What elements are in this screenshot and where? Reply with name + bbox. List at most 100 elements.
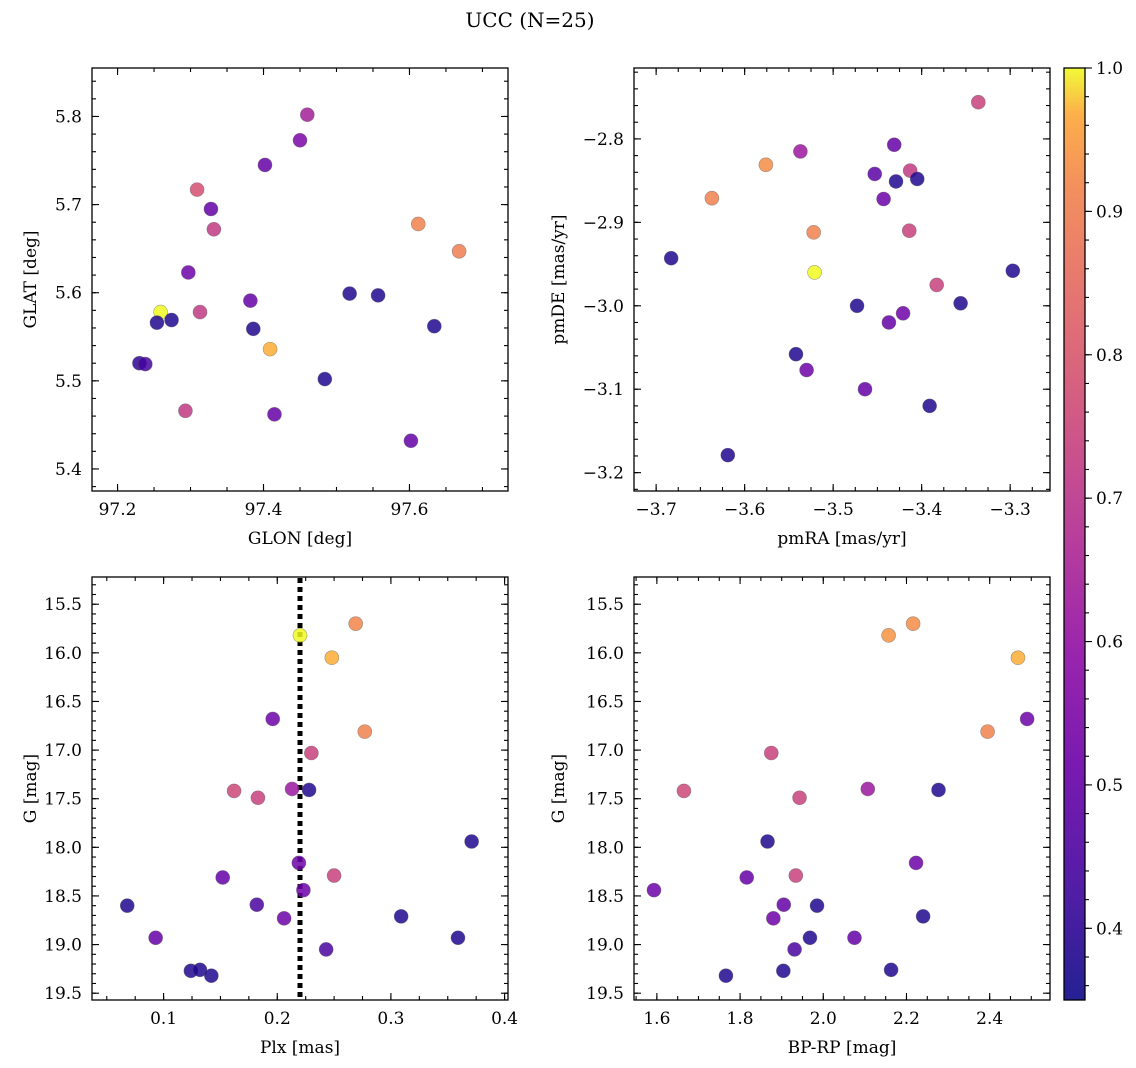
x-tick-label: 1.8	[727, 1009, 754, 1029]
scatter-point	[766, 911, 781, 926]
colorbar-tick-label: 0.4	[1096, 919, 1123, 939]
scatter-point	[291, 855, 307, 871]
scatter-point	[243, 293, 258, 308]
y-axis-label: G [mag]	[549, 754, 569, 823]
scatter-point	[905, 616, 921, 631]
panel-pmra-pmde: −3.7 −3.6 −3.5 −3.4 −3.3 −3.2 −3.1 −3.0 −2.9 −2.8…	[549, 67, 1051, 549]
scatter-point	[1005, 263, 1021, 279]
y-tick-label: 19.0	[44, 936, 82, 956]
scatter-point	[284, 781, 300, 797]
scatter-point	[720, 447, 736, 463]
x-axis-label: Plx [mas]	[260, 1038, 340, 1058]
y-tick-label: 16.0	[44, 644, 82, 664]
scatter-point	[204, 968, 219, 983]
x-tick-label: 97.6	[391, 500, 429, 520]
scatter-point	[793, 144, 808, 159]
y-tick-label: 18.5	[586, 887, 624, 907]
scatter-point	[718, 968, 734, 983]
scatter-point	[370, 288, 386, 303]
scatter-point	[802, 930, 818, 946]
scatter-point	[760, 834, 775, 849]
scatter-point	[267, 407, 282, 422]
scatter-point	[763, 745, 779, 761]
y-tick-label: 17.5	[44, 790, 82, 810]
scatter-point	[909, 171, 925, 187]
scatter-point	[181, 265, 196, 280]
x-tick-label: 0.2	[264, 1009, 291, 1029]
x-tick-label: 97.2	[99, 500, 137, 520]
y-tick-label: 15.5	[44, 595, 82, 615]
scatter-point	[299, 107, 315, 123]
scatter-point	[792, 790, 807, 806]
y-tick-label: 19.0	[586, 936, 624, 956]
scatter-point	[883, 962, 899, 978]
panel-bprp-g: 1.6 1.8 2.0 2.2 2.4 15.5 16.0 16.5 17.0 17.5 18.0 1…	[549, 576, 1051, 1058]
y-tick-label: 18.5	[44, 887, 82, 907]
scatter-point	[776, 897, 792, 913]
y-tick-label: −3.1	[583, 380, 624, 400]
scatter-point	[980, 724, 995, 739]
y-tick-label: 15.5	[586, 595, 624, 615]
figure-title: UCC (N=25)	[465, 8, 594, 32]
scatter-point	[849, 298, 865, 314]
y-tick-label: 5.7	[55, 196, 82, 216]
scatter-point	[676, 783, 692, 799]
scatter-point	[226, 783, 242, 799]
scatter-point	[393, 909, 409, 924]
x-tick-label: 0.4	[491, 1009, 518, 1029]
scatter-point	[881, 315, 897, 330]
scatter-point	[886, 137, 902, 153]
scatter-point	[410, 216, 426, 232]
y-tick-label: −3.2	[583, 464, 624, 484]
scatter-point	[895, 305, 911, 321]
scatter-point	[788, 868, 804, 883]
panel-glon-glat: 97.2 97.4 97.6 5.4 5.5 5.6 5.7 5.8 GLON [deg] GLA…	[21, 67, 509, 549]
scatter-point	[265, 711, 281, 727]
scatter-point	[245, 321, 261, 337]
scatter-point	[250, 790, 266, 806]
y-axis-label: G [mag]	[21, 754, 41, 823]
y-tick-label: 19.5	[44, 984, 82, 1004]
scatter-point	[324, 650, 340, 666]
scatter-point	[464, 834, 479, 849]
scatter-point	[189, 182, 205, 197]
colorbar-gradient	[1064, 68, 1085, 1000]
colorbar-tick-label: 1.0	[1096, 59, 1123, 79]
colorbar-tick-label: 0.6	[1096, 633, 1123, 653]
x-tick-label: 2.4	[976, 1009, 1003, 1029]
x-tick-label: −3.5	[813, 500, 854, 520]
scatter-point	[403, 433, 419, 449]
y-tick-label: 5.5	[55, 372, 82, 392]
x-tick-label: 0.3	[377, 1009, 404, 1029]
scatter-point	[257, 157, 273, 173]
scatter-point	[806, 225, 821, 240]
scatter-point	[776, 963, 791, 979]
y-tick-label: 5.4	[55, 460, 82, 480]
scatter-point	[646, 882, 662, 898]
plot-frame	[633, 576, 1051, 1001]
y-axis-label: GLAT [deg]	[21, 230, 41, 328]
y-tick-label: 18.0	[586, 838, 624, 858]
scatter-point	[847, 930, 862, 946]
scatter-point	[149, 315, 165, 330]
scatter-point	[888, 174, 904, 189]
scatter-point	[292, 132, 308, 148]
scatter-point	[704, 190, 720, 206]
scatter-point	[326, 868, 342, 883]
colorbar-tick-label: 0.8	[1096, 346, 1123, 366]
plot-frame	[91, 67, 509, 492]
scatter-point	[922, 398, 937, 414]
scatter-point	[809, 898, 825, 913]
y-tick-label: 5.8	[55, 107, 82, 127]
scatter-point	[915, 909, 931, 924]
scatter-point	[203, 201, 219, 217]
scatter-point	[867, 166, 883, 182]
y-axis-label: pmDE [mas/yr]	[549, 214, 569, 344]
x-tick-label: −3.7	[635, 500, 676, 520]
scatter-point	[215, 870, 231, 885]
y-tick-label: 17.0	[586, 741, 624, 761]
colorbar-tick-label: 0.7	[1096, 489, 1123, 509]
y-tick-label: 5.6	[55, 284, 82, 304]
scatter-point	[971, 94, 986, 110]
